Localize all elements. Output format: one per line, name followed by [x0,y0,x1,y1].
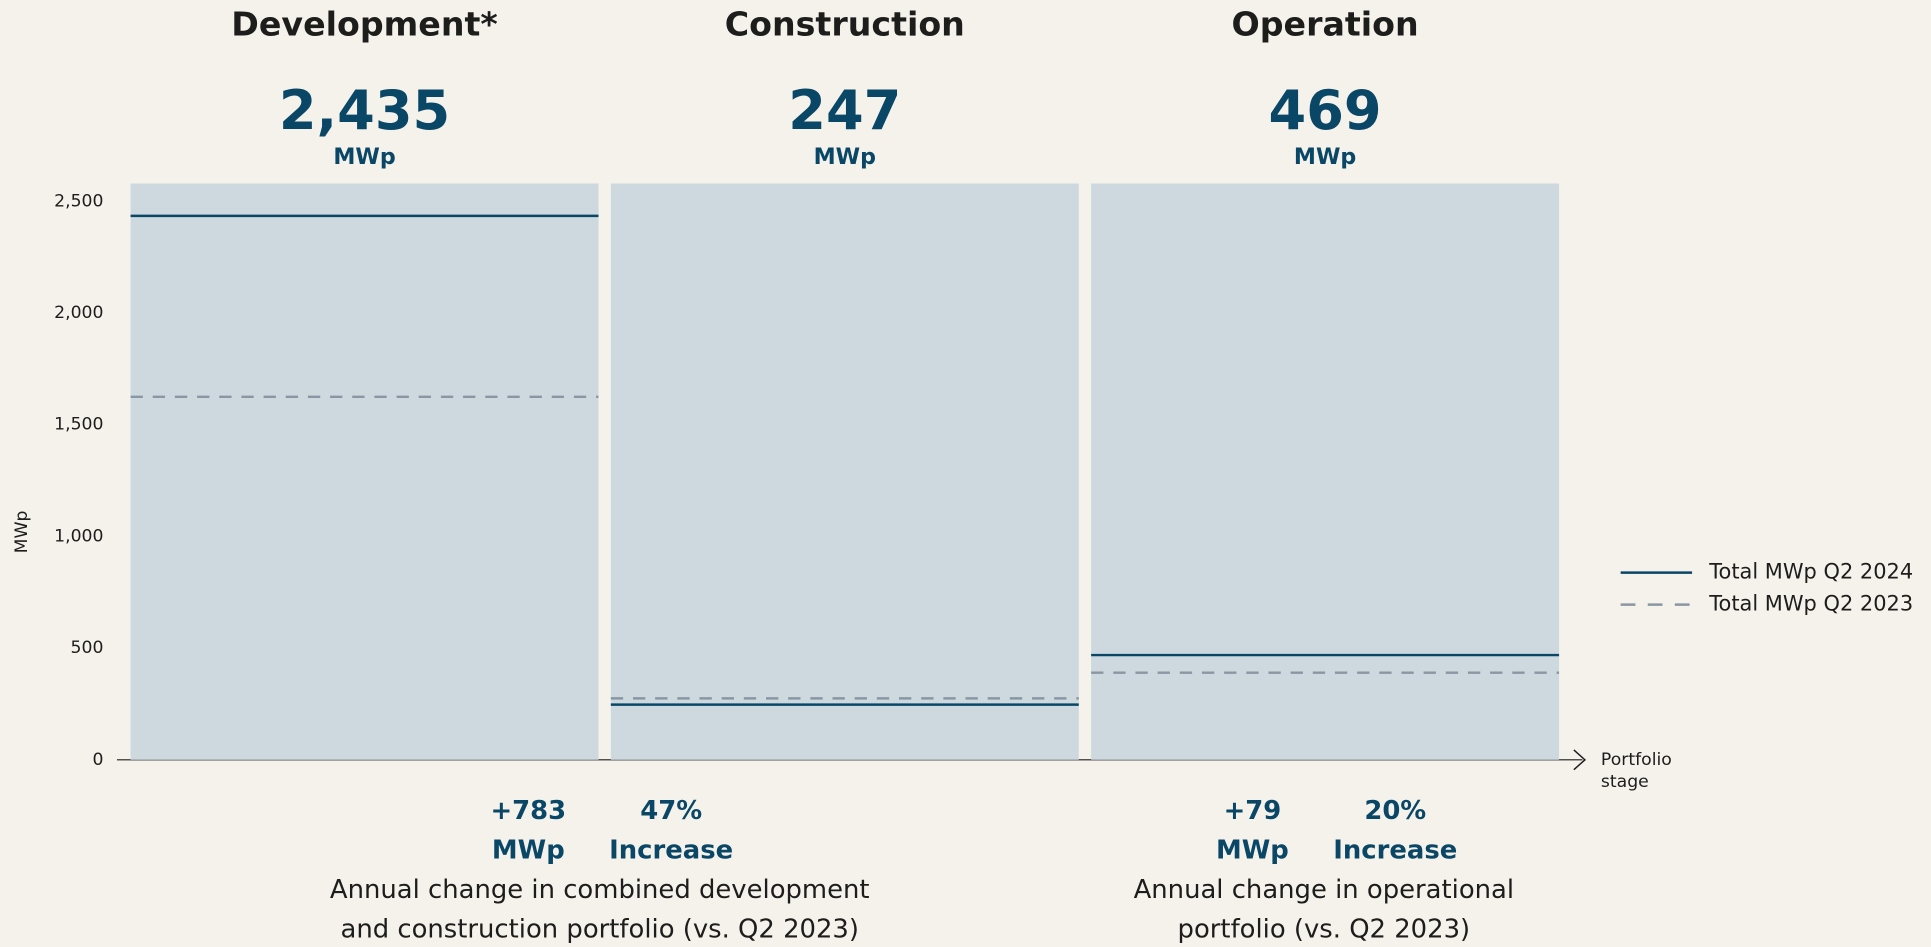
y-tick-label: 1,500 [54,415,103,435]
change-label: +79 [1224,796,1282,826]
annotation-text: Annual change in operational [1134,875,1514,905]
y-tick-label: 1,000 [54,526,103,546]
legend-label: Total MWp Q2 2024 [1708,560,1913,584]
x-axis-label: Portfolio [1601,750,1672,770]
y-tick-label: 500 [71,638,104,658]
annotation-text: portfolio (vs. Q2 2023) [1178,914,1471,944]
change-label: MWp [1216,835,1289,865]
change-label: MWp [492,835,565,865]
y-tick-label: 2,500 [54,191,103,211]
panel [610,183,1079,760]
percent-label: Increase [609,835,733,865]
category-title: Development* [231,4,497,43]
value-label: 247 [788,79,901,142]
unit-label: MWp [814,144,876,170]
unit-label: MWp [1294,144,1356,170]
panel [1091,183,1560,760]
x-axis-label: stage [1601,772,1649,792]
y-tick-label: 0 [93,750,104,770]
value-label: 2,435 [279,79,450,142]
legend-label: Total MWp Q2 2023 [1708,592,1913,616]
panel [130,183,599,760]
category-title: Construction [725,4,965,43]
annotation-text: and construction portfolio (vs. Q2 2023) [341,914,859,944]
value-label: 469 [1269,79,1382,142]
axis-arrow [1573,749,1587,771]
percent-label: Increase [1333,835,1457,865]
annotation-text: Annual change in combined development [330,875,870,905]
category-title: Operation [1232,4,1419,43]
y-axis-label: MWp [12,511,32,554]
y-tick-label: 2,000 [54,303,103,323]
unit-label: MWp [333,144,395,170]
change-label: +783 [491,796,567,826]
percent-label: 47% [640,796,702,826]
percent-label: 20% [1364,796,1426,826]
